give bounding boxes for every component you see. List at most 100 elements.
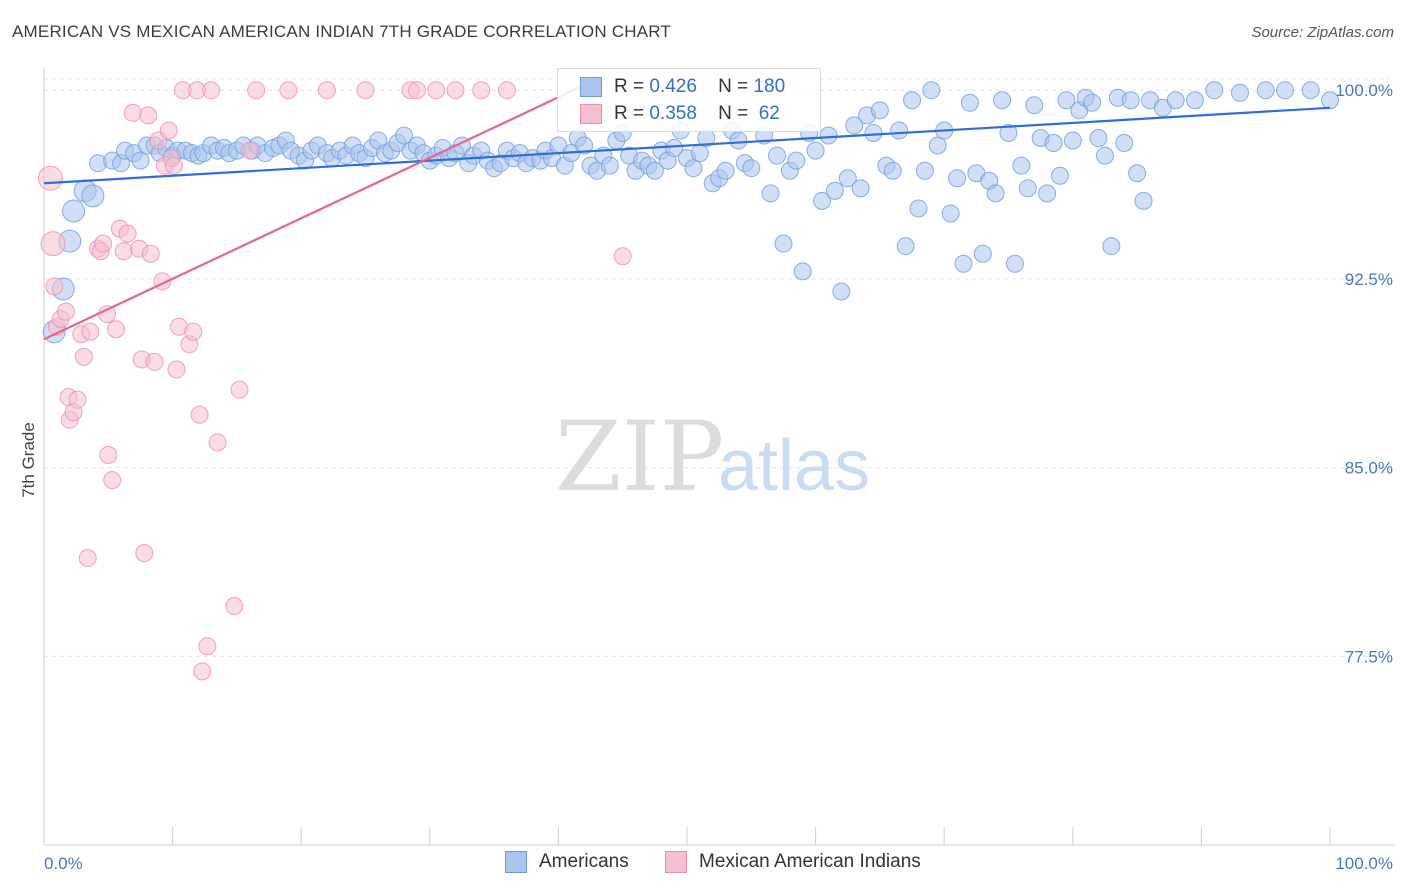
y-tick-label: 85.0%: [1345, 459, 1393, 478]
legend-item-americans[interactable]: Americans: [505, 851, 629, 873]
mexican-point: [107, 320, 126, 339]
mexican-point: [98, 305, 117, 324]
americans-point: [973, 244, 992, 263]
mexican-point: [230, 380, 249, 399]
chart-title: AMERICAN VS MEXICAN AMERICAN INDIAN 7TH …: [12, 22, 672, 41]
americans-point: [922, 81, 941, 100]
y-axis-label: 7th Grade: [19, 422, 38, 498]
r-label: R =: [614, 76, 645, 97]
americans-point: [896, 237, 915, 256]
mexican-point: [37, 165, 63, 191]
mexican-point: [198, 637, 217, 656]
americans-point: [1063, 131, 1082, 150]
americans-point: [948, 169, 967, 188]
legend-item-mexican[interactable]: Mexican American Indians: [665, 851, 921, 873]
mexican-point: [190, 405, 209, 424]
americans-trend-line: [43, 106, 1331, 185]
americans-legend-swatch: [505, 851, 527, 873]
mexican-point: [356, 81, 375, 100]
americans-point: [1018, 179, 1037, 198]
mexican-point: [225, 596, 244, 615]
americans-point: [1134, 191, 1153, 210]
americans-point: [62, 199, 86, 223]
axes: [43, 68, 1395, 846]
watermark-zip: ZIP: [555, 401, 724, 513]
n-label: N =: [718, 76, 749, 97]
americans-point: [806, 141, 825, 160]
americans-swatch: [580, 77, 602, 97]
americans-point: [1230, 83, 1249, 102]
americans-point: [1025, 96, 1044, 115]
americans-point: [864, 123, 883, 142]
americans-point: [600, 156, 619, 175]
americans-point: [1102, 237, 1121, 256]
x-tick-label-min: 0.0%: [44, 854, 83, 873]
grid-lines: [44, 78, 1390, 657]
stats-legend: R = 0.426 N = 180 R = 0.358 N = 62: [557, 68, 821, 132]
y-tick-label: 92.5%: [1345, 270, 1393, 289]
mexican-point: [123, 103, 142, 122]
trend-lines: [43, 84, 1331, 341]
mexican-point: [159, 121, 178, 140]
mexican-point: [167, 360, 186, 379]
americans-point: [838, 169, 857, 188]
mexican-point: [279, 81, 298, 100]
mexican-point: [164, 156, 183, 175]
x-tick-label-max: 100.0%: [1335, 854, 1393, 873]
americans-point: [999, 123, 1018, 142]
americans-point: [1005, 254, 1024, 273]
data-points: [37, 81, 1339, 681]
americans-point: [813, 191, 832, 210]
americans-point: [870, 101, 889, 120]
mexican-point: [81, 322, 100, 341]
americans-point: [819, 126, 838, 145]
legend-label-mexican: Mexican American Indians: [699, 851, 921, 872]
watermark: ZIP atlas: [555, 401, 870, 513]
americans-point: [915, 161, 934, 180]
americans-point: [954, 254, 973, 273]
mexican-point: [56, 302, 75, 321]
watermark-atlas: atlas: [718, 426, 870, 506]
americans-point: [761, 184, 780, 203]
americans-point: [131, 151, 150, 170]
mexican-point: [407, 81, 426, 100]
americans-point: [1083, 93, 1102, 112]
mexican-point: [446, 81, 465, 100]
americans-point: [729, 131, 748, 150]
americans-point: [768, 146, 787, 165]
mexican-point: [427, 81, 446, 100]
americans-point: [960, 93, 979, 112]
mexican-point: [99, 446, 118, 465]
americans-point: [665, 139, 684, 158]
mexican-point: [68, 390, 87, 409]
americans-point: [774, 234, 793, 253]
americans-point: [1089, 128, 1108, 147]
n-value: 180: [753, 76, 786, 97]
tick-labels: 77.5% 85.0% 92.5% 100.0% 0.0% 100.0%: [44, 81, 1393, 873]
r-value: 0.358: [649, 103, 697, 124]
mexican-point: [145, 352, 164, 371]
mexican-point: [45, 277, 64, 296]
americans-point: [1057, 91, 1076, 110]
y-tick-label: 77.5%: [1345, 647, 1393, 666]
americans-point: [742, 159, 761, 178]
y-tick-label: 100.0%: [1335, 81, 1393, 100]
americans-point: [941, 204, 960, 223]
stats-row-americans: R = 0.426 N = 180: [580, 74, 785, 100]
americans-point: [851, 179, 870, 198]
americans-point: [1121, 91, 1140, 110]
americans-point: [81, 184, 105, 208]
mexican-legend-swatch: [665, 851, 687, 873]
americans-point: [716, 161, 735, 180]
americans-point: [890, 121, 909, 140]
americans-point: [1050, 166, 1069, 185]
mexican-point: [472, 81, 491, 100]
mexican-point: [114, 242, 133, 261]
mexican-point: [74, 347, 93, 366]
mexican-point: [317, 81, 336, 100]
series-legend: Americans Mexican American Indians: [0, 851, 1406, 879]
americans-point: [1185, 91, 1204, 110]
mexican-trend-line: [43, 84, 585, 341]
americans-point: [1038, 184, 1057, 203]
americans-point: [690, 144, 709, 163]
